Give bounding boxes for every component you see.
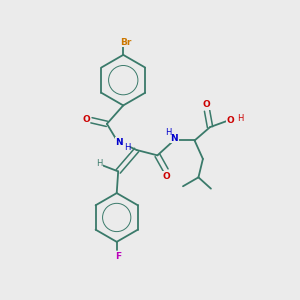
Text: O: O <box>82 115 90 124</box>
Text: H: H <box>165 128 171 137</box>
Text: Br: Br <box>120 38 131 47</box>
Text: H: H <box>96 159 102 168</box>
Text: H: H <box>124 143 130 152</box>
Text: H: H <box>237 114 244 123</box>
Text: N: N <box>171 134 178 142</box>
Text: O: O <box>163 172 170 181</box>
Text: O: O <box>202 100 210 109</box>
Text: N: N <box>115 138 123 147</box>
Text: O: O <box>226 116 234 125</box>
Text: F: F <box>115 252 121 261</box>
